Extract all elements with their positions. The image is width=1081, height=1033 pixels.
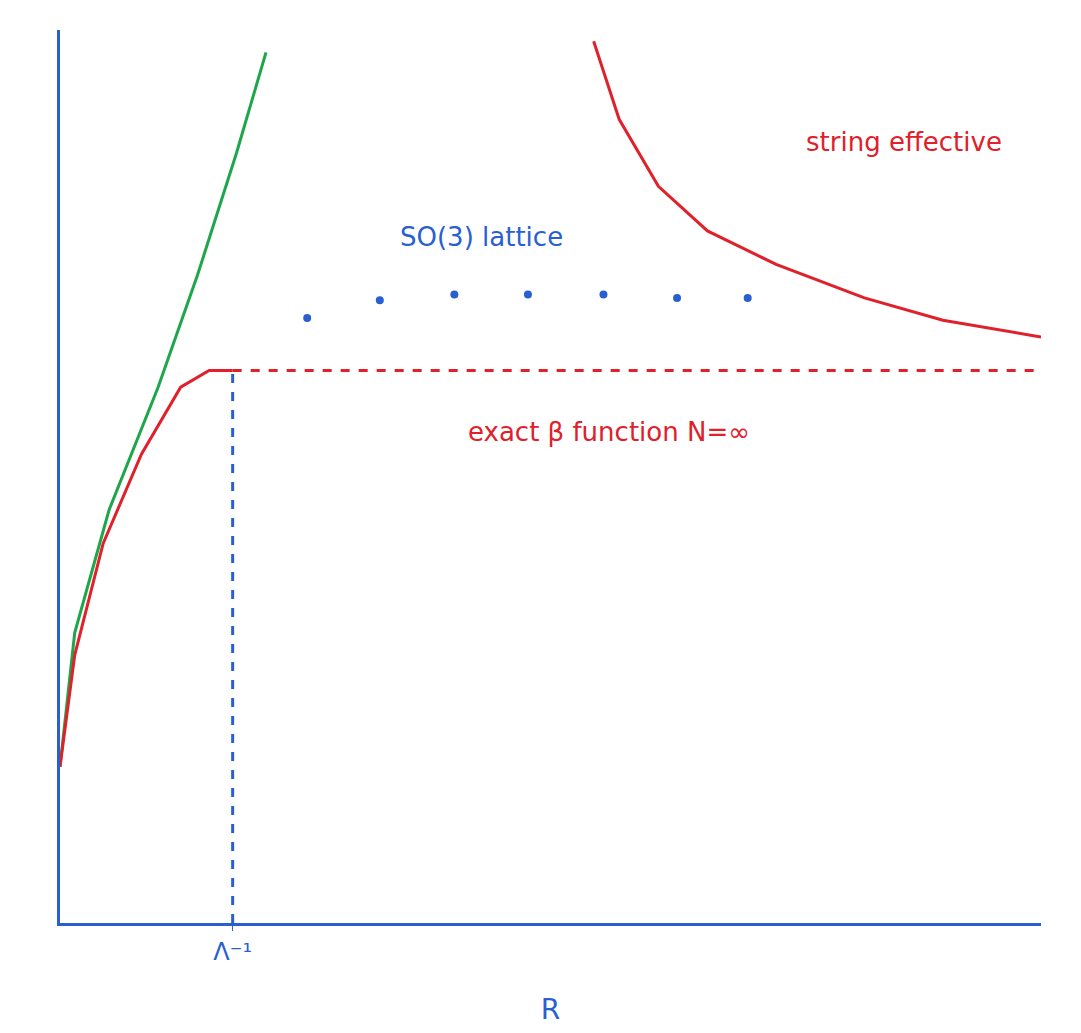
svg-text:string effective: string effective (806, 127, 1002, 157)
svg-text:R: R (541, 993, 560, 1026)
svg-text:Λ⁻¹: Λ⁻¹ (213, 938, 252, 966)
svg-text:SO(3) lattice: SO(3) lattice (400, 222, 563, 252)
svg-text:exact β function N=∞: exact β function N=∞ (468, 417, 750, 447)
